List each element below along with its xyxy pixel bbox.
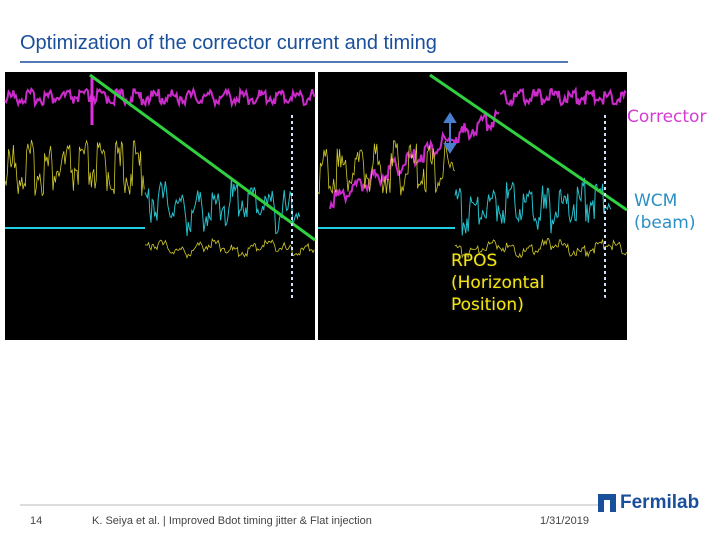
green-trace bbox=[429, 73, 628, 212]
citation: K. Seiya et al. | Improved Bdot timing j… bbox=[92, 515, 372, 527]
rpos-label: RPOS (Horizontal Position) bbox=[451, 250, 544, 316]
magenta-trace bbox=[499, 86, 627, 108]
step-arrow bbox=[443, 112, 457, 154]
logo-text: Fermilab bbox=[620, 492, 700, 513]
bdot-label: BDOT bbox=[254, 297, 303, 317]
scope-right bbox=[318, 72, 627, 340]
bdot-label: BDOT bbox=[568, 292, 617, 312]
yellow-trace bbox=[454, 238, 627, 259]
rpos-line: RPOS bbox=[451, 251, 498, 271]
slide-title: Optimization of the corrector current an… bbox=[20, 32, 437, 54]
yellow-trace bbox=[4, 139, 145, 197]
current-step-label: 0.83A bbox=[385, 123, 435, 143]
logo-mark bbox=[598, 494, 616, 512]
yellow-trace bbox=[144, 237, 315, 259]
rpos-line: (Horizontal bbox=[451, 273, 545, 293]
yellow-trace bbox=[317, 140, 456, 196]
wcm-label: WCM (beam) bbox=[634, 190, 696, 234]
wcm-line: WCM bbox=[634, 191, 678, 211]
corrector-label: Corrector bbox=[627, 107, 707, 127]
rpos-line: Position) bbox=[451, 295, 524, 315]
green-trace bbox=[89, 73, 316, 242]
magenta-trace bbox=[4, 86, 316, 109]
cyan-trace bbox=[454, 177, 612, 236]
scope-left bbox=[5, 72, 315, 340]
page-number: 14 bbox=[30, 515, 43, 527]
cyan-trace bbox=[144, 177, 301, 236]
date: 1/31/2019 bbox=[540, 515, 589, 527]
magenta-trace bbox=[329, 108, 500, 210]
wcm-line: (beam) bbox=[634, 213, 696, 233]
